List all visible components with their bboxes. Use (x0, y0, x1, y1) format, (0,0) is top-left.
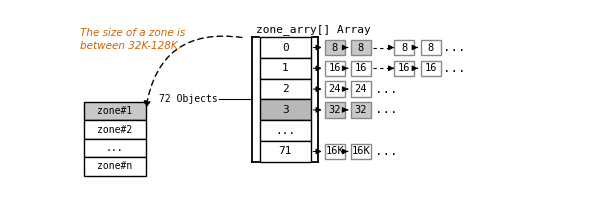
Text: 1: 1 (282, 63, 289, 73)
Text: ...: ... (375, 103, 398, 116)
FancyBboxPatch shape (260, 99, 311, 120)
FancyBboxPatch shape (325, 102, 345, 118)
FancyBboxPatch shape (84, 139, 145, 157)
FancyBboxPatch shape (351, 40, 371, 55)
Text: ...: ... (443, 41, 465, 54)
Text: 8: 8 (331, 43, 338, 53)
FancyBboxPatch shape (84, 157, 145, 176)
Text: 16K: 16K (351, 147, 370, 157)
Text: 8: 8 (358, 43, 364, 53)
FancyBboxPatch shape (351, 102, 371, 118)
FancyBboxPatch shape (325, 40, 345, 55)
Text: ...: ... (443, 62, 465, 75)
FancyBboxPatch shape (351, 144, 371, 159)
FancyBboxPatch shape (421, 40, 441, 55)
Text: ...: ... (275, 126, 296, 136)
Text: 8: 8 (401, 43, 407, 53)
Text: 16: 16 (398, 63, 411, 73)
Text: 71: 71 (279, 147, 292, 157)
Text: 32: 32 (328, 105, 341, 115)
FancyBboxPatch shape (421, 60, 441, 76)
FancyBboxPatch shape (351, 81, 371, 97)
FancyBboxPatch shape (395, 40, 415, 55)
Text: zone#1: zone#1 (97, 106, 132, 116)
FancyBboxPatch shape (260, 37, 311, 58)
FancyBboxPatch shape (260, 79, 311, 99)
FancyBboxPatch shape (260, 58, 311, 79)
Text: ...: ... (375, 145, 398, 158)
FancyBboxPatch shape (84, 102, 145, 120)
Text: 32: 32 (355, 105, 367, 115)
FancyBboxPatch shape (325, 60, 345, 76)
FancyBboxPatch shape (260, 141, 311, 162)
Text: 0: 0 (282, 43, 289, 53)
FancyBboxPatch shape (260, 120, 311, 141)
Text: 16: 16 (424, 63, 437, 73)
Text: 3: 3 (282, 105, 289, 115)
FancyBboxPatch shape (325, 81, 345, 97)
Text: zone#2: zone#2 (97, 125, 132, 135)
Text: 16: 16 (328, 63, 341, 73)
Text: 72 Objects: 72 Objects (159, 95, 218, 105)
Text: 24: 24 (355, 84, 367, 94)
Text: 24: 24 (328, 84, 341, 94)
FancyBboxPatch shape (325, 144, 345, 159)
FancyBboxPatch shape (84, 120, 145, 139)
Text: ...: ... (105, 143, 123, 153)
Text: ...: ... (375, 83, 398, 96)
Text: The size of a zone is
between 32K-128K.: The size of a zone is between 32K-128K. (79, 28, 185, 51)
Text: 16: 16 (355, 63, 367, 73)
Text: 2: 2 (282, 84, 289, 94)
FancyBboxPatch shape (395, 60, 415, 76)
Text: zone_arry[] Array: zone_arry[] Array (256, 24, 371, 35)
Text: zone#n: zone#n (97, 161, 132, 171)
Text: 16K: 16K (325, 147, 344, 157)
FancyBboxPatch shape (351, 60, 371, 76)
Text: 8: 8 (428, 43, 434, 53)
